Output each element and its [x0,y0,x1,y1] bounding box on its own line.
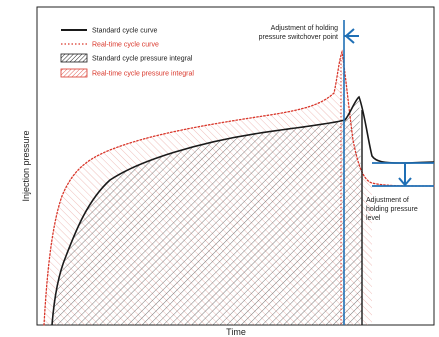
realtime-cycle-curve [43,49,435,326]
switchover-label-line1: Adjustment of holding [271,25,338,32]
legend-swatch-standard-integral [60,53,88,63]
legend-swatch-realtime-integral [60,68,88,78]
y-axis-label: Injection pressure [21,130,31,201]
legend-label-standard-curve: Standard cycle curve [92,28,157,35]
switchover-arrow-head-icon [345,28,355,44]
legend-label-realtime-curve: Real-time cycle curve [92,42,159,49]
legend-label-standard-integral: Standard cycle pressure integral [92,56,193,63]
holding-label-line1: Adjustment of [366,197,409,204]
standard-pressure-integral [52,97,362,325]
holding-label-line2: holding pressure [366,206,418,213]
legend-label-realtime-integral: Real-time cycle pressure integral [92,71,194,78]
switchover-label-line2: pressure switchover point [259,34,338,41]
legend: Standard cycle curve Real-time cycle cur… [60,28,194,78]
x-axis-label: Time [226,327,246,337]
holding-arrow-head-icon [398,177,412,187]
holding-label-line3: level [366,215,381,222]
standard-cycle-curve [51,95,435,326]
